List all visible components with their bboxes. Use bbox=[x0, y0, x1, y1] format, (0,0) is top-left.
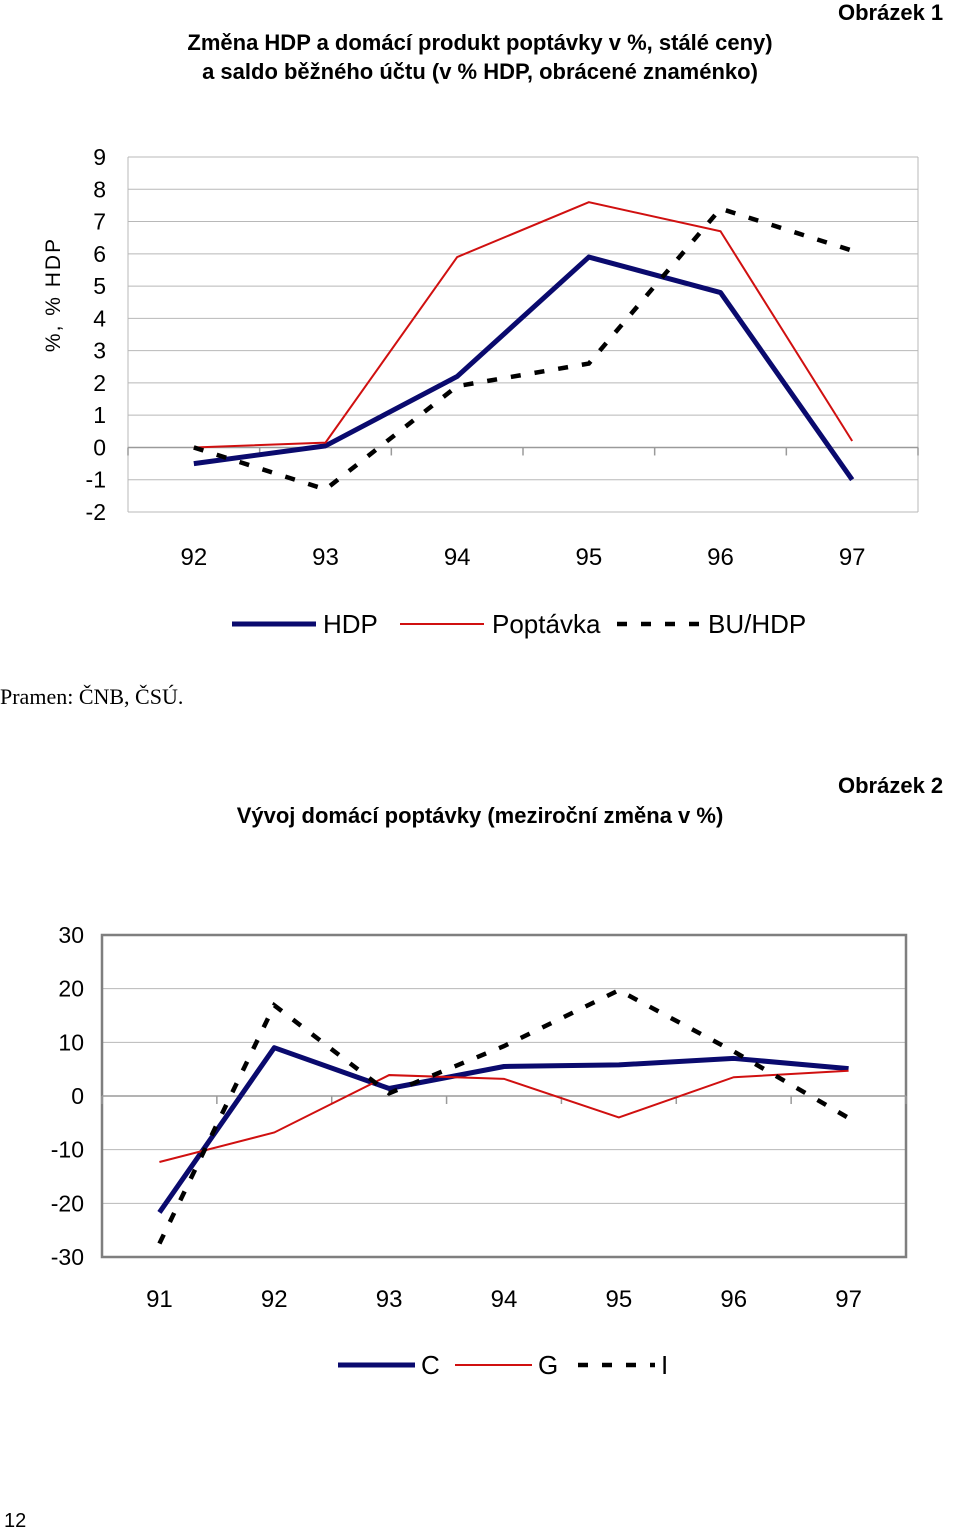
figure1-title: Změna HDP a domácí produkt poptávky v %,… bbox=[100, 28, 860, 86]
chart2-y-tick-label: 10 bbox=[58, 1029, 84, 1055]
chart1-x-tick-label: 93 bbox=[312, 544, 339, 571]
chart1-legend-label: HDP bbox=[323, 609, 378, 639]
chart1-x-tick-label: 92 bbox=[180, 544, 207, 571]
chart2-legend-label: G bbox=[538, 1350, 558, 1380]
chart1-y-tick-label: -2 bbox=[86, 499, 106, 525]
figure2-title: Vývoj domácí poptávky (meziroční změna v… bbox=[236, 803, 724, 828]
chart1-x-tick-label: 94 bbox=[444, 544, 471, 571]
figure1-title-line1: Změna HDP a domácí produkt poptávky v %,… bbox=[187, 30, 773, 55]
figure1-title-line2: a saldo běžného účtu (v % HDP, obrácené … bbox=[202, 59, 758, 84]
chart1-y-tick-label: 1 bbox=[93, 402, 106, 428]
figure1-chart: 9 8 7 6 5 4 3 2 1 0 -1 -2 92 93 94 95 96 97 %, % HDP HDP Pop… bbox=[42, 144, 919, 639]
chart2-series-c-line bbox=[157, 1045, 849, 1214]
chart1-y-tick-label: 5 bbox=[93, 273, 106, 299]
chart1-x-tick-label: 96 bbox=[707, 544, 734, 571]
page-number: 12 bbox=[4, 1510, 27, 1532]
chart2-legend-label: C bbox=[421, 1350, 440, 1380]
chart2-x-tick-label: 94 bbox=[491, 1286, 518, 1313]
chart1-y-tick-label: 6 bbox=[93, 241, 106, 267]
chart1-y-axis-label: %, % HDP bbox=[42, 237, 65, 352]
chart2-y-tick-label: 0 bbox=[71, 1083, 84, 1109]
figure2-chart: 30 20 10 0 -10 -20 -30 91 92 93 94 95 96 97 C G I bbox=[51, 922, 908, 1380]
chart1-y-tick-label: 4 bbox=[93, 305, 106, 331]
figure1-label: Obrázek 1 bbox=[838, 0, 944, 25]
chart2-x-tick-label: 97 bbox=[835, 1286, 862, 1313]
chart1-legend-label: Poptávka bbox=[492, 609, 601, 639]
chart1-series-hdp-line bbox=[193, 254, 855, 482]
chart2-series-g-line bbox=[159, 1069, 849, 1163]
chart1-y-tick-label: 2 bbox=[93, 370, 106, 396]
chart2-legend-label: I bbox=[661, 1350, 668, 1380]
chart2-x-tick-label: 95 bbox=[606, 1286, 633, 1313]
chart2-y-tick-label: 30 bbox=[58, 922, 84, 948]
chart2-x-tick-label: 92 bbox=[261, 1286, 288, 1313]
chart1-y-tick-label: 7 bbox=[93, 209, 106, 235]
source-note: Pramen: ČNB, ČSÚ. bbox=[0, 684, 184, 709]
chart1-y-tick-label: 3 bbox=[93, 338, 106, 364]
chart2-y-tick-label: 20 bbox=[58, 976, 84, 1002]
chart1-y-tick-label: 0 bbox=[93, 434, 106, 460]
chart2-x-tick-label: 93 bbox=[376, 1286, 403, 1313]
chart2-series-i-line bbox=[157, 987, 850, 1245]
chart1-y-tick-label: -1 bbox=[86, 467, 106, 493]
chart2-y-tick-label: -20 bbox=[51, 1190, 84, 1216]
chart2-y-tick-label: -30 bbox=[51, 1244, 84, 1270]
chart2-x-tick-label: 96 bbox=[720, 1286, 747, 1313]
chart2-x-tick-label: 91 bbox=[146, 1286, 173, 1313]
chart1-x-tick-label: 95 bbox=[575, 544, 602, 571]
chart1-x-tick-label: 97 bbox=[839, 544, 866, 571]
chart1-series-popt-vka-line bbox=[193, 201, 854, 449]
chart2-y-tick-label: -10 bbox=[51, 1137, 84, 1163]
chart1-legend-label: BU/HDP bbox=[708, 609, 806, 639]
chart1-y-tick-label: 8 bbox=[93, 176, 106, 202]
chart1-y-tick-label: 9 bbox=[93, 144, 106, 170]
figure2-label: Obrázek 2 bbox=[838, 773, 944, 798]
